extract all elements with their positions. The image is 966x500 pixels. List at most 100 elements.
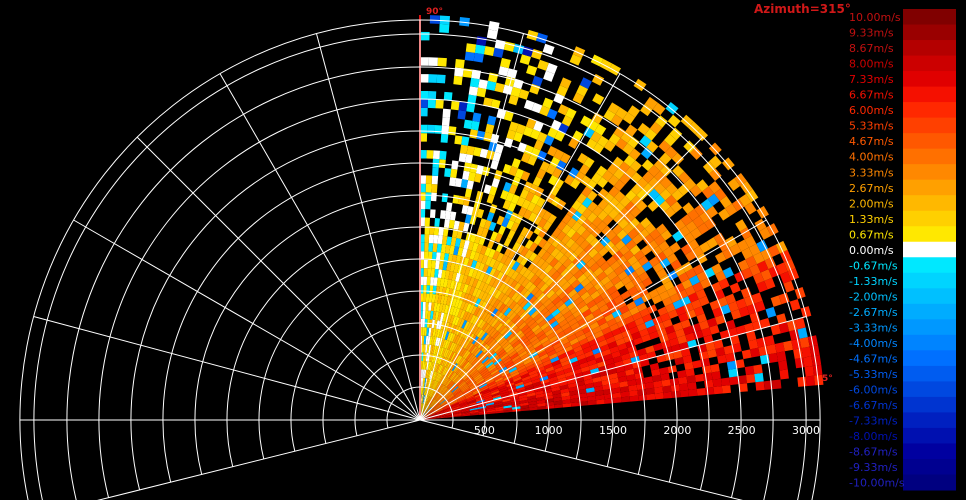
velocity-cell xyxy=(608,174,620,187)
velocity-cell xyxy=(478,79,488,90)
velocity-cell xyxy=(503,266,512,276)
velocity-cell xyxy=(554,403,563,409)
velocity-cell xyxy=(460,348,468,358)
velocity-cell xyxy=(515,263,524,274)
velocity-cell xyxy=(436,337,441,347)
velocity-cell xyxy=(487,327,496,336)
velocity-cell xyxy=(579,263,590,274)
velocity-cell xyxy=(422,310,426,319)
velocity-cell xyxy=(687,382,697,390)
colorbar-label: -5.33m/s xyxy=(849,368,898,381)
velocity-cell xyxy=(541,251,551,261)
velocity-cell xyxy=(594,385,604,392)
range-tick-label: 500 xyxy=(474,424,495,437)
velocity-cell xyxy=(585,382,595,389)
velocity-cell xyxy=(456,336,463,345)
velocity-cell xyxy=(483,313,491,323)
velocity-cell xyxy=(502,400,512,405)
velocity-cell xyxy=(526,29,539,41)
velocity-cell xyxy=(460,178,469,189)
velocity-cell xyxy=(599,344,610,352)
velocity-cell xyxy=(604,313,615,323)
velocity-cell xyxy=(496,334,505,343)
velocity-cell xyxy=(520,152,531,164)
velocity-cell xyxy=(556,220,567,231)
velocity-cell xyxy=(423,335,427,345)
velocity-cell xyxy=(718,208,731,221)
velocity-cell xyxy=(480,301,487,311)
velocity-cell xyxy=(420,124,428,134)
velocity-cell xyxy=(450,384,457,392)
velocity-cell xyxy=(435,372,440,382)
velocity-cell xyxy=(659,290,670,301)
velocity-cell xyxy=(428,353,432,362)
colorbar-swatch xyxy=(903,148,956,165)
velocity-cell xyxy=(436,417,446,419)
velocity-cell xyxy=(442,403,450,409)
velocity-cell xyxy=(693,306,705,317)
velocity-cell xyxy=(478,272,486,282)
velocity-cell xyxy=(562,258,573,269)
velocity-cell xyxy=(421,386,424,395)
velocity-cell xyxy=(680,214,693,226)
velocity-cell xyxy=(659,152,672,165)
velocity-cell xyxy=(454,316,460,326)
velocity-cell xyxy=(446,331,452,341)
velocity-cell xyxy=(644,223,657,235)
velocity-cell xyxy=(642,171,655,183)
velocity-cell xyxy=(574,283,584,293)
velocity-cell xyxy=(517,347,526,356)
velocity-cell xyxy=(540,295,550,305)
velocity-cell xyxy=(622,223,634,235)
velocity-cell xyxy=(607,163,619,175)
velocity-cell xyxy=(423,251,429,260)
velocity-cell xyxy=(452,353,458,362)
velocity-cell xyxy=(542,385,552,391)
velocity-cell xyxy=(437,57,447,67)
velocity-cell xyxy=(667,331,678,341)
colorbar-swatch xyxy=(903,179,956,196)
velocity-cell xyxy=(436,415,446,418)
velocity-cell xyxy=(423,259,428,269)
velocity-cell xyxy=(698,295,710,307)
velocity-cell xyxy=(445,416,454,418)
velocity-cell xyxy=(640,245,652,256)
velocity-cell xyxy=(754,218,767,232)
velocity-cell xyxy=(526,201,537,213)
velocity-cell xyxy=(443,253,450,263)
velocity-cell xyxy=(439,374,445,383)
velocity-cell xyxy=(585,387,595,393)
velocity-cell xyxy=(633,366,643,375)
velocity-cell xyxy=(593,281,604,291)
velocity-cell xyxy=(525,191,535,202)
velocity-cell xyxy=(483,97,493,108)
velocity-cell xyxy=(425,406,431,414)
velocity-cell xyxy=(564,174,575,186)
velocity-cell xyxy=(517,142,528,153)
velocity-cell xyxy=(432,402,439,409)
velocity-cell xyxy=(522,340,531,348)
velocity-cell xyxy=(442,404,451,409)
velocity-cell xyxy=(511,291,520,301)
velocity-cell xyxy=(444,331,450,340)
velocity-cell xyxy=(472,372,481,379)
velocity-cell xyxy=(444,210,452,220)
velocity-cell xyxy=(776,351,787,362)
velocity-cell xyxy=(476,226,484,236)
velocity-cell xyxy=(444,244,451,254)
velocity-cell xyxy=(456,379,465,387)
velocity-cell xyxy=(705,386,715,395)
velocity-cell xyxy=(425,344,428,353)
velocity-cell xyxy=(655,284,667,295)
velocity-cell xyxy=(476,399,485,404)
velocity-cell xyxy=(572,368,582,375)
velocity-cell xyxy=(524,361,534,368)
velocity-cell xyxy=(450,402,459,407)
velocity-cell xyxy=(628,384,638,392)
velocity-cell xyxy=(473,391,482,397)
velocity-cell xyxy=(448,332,454,342)
velocity-cell xyxy=(495,322,504,331)
velocity-cell xyxy=(473,52,484,63)
velocity-cell xyxy=(756,205,769,219)
velocity-cell xyxy=(614,239,626,251)
